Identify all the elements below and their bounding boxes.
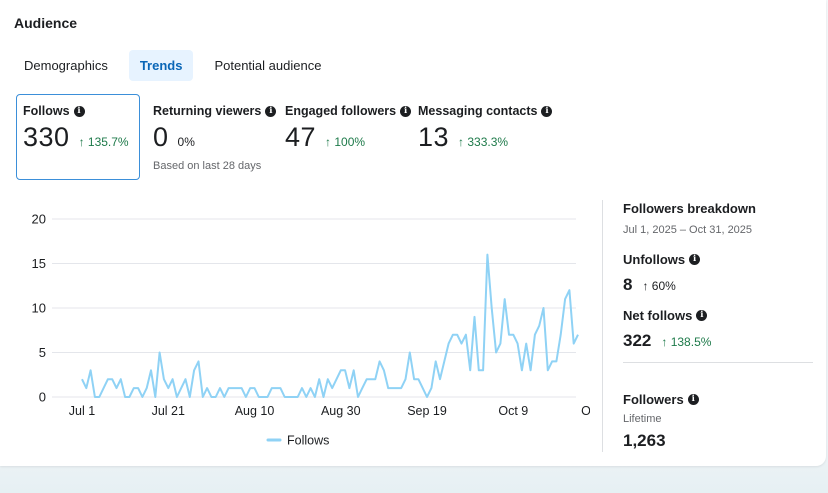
x-tick-label: Aug 10 — [235, 404, 275, 418]
net-follows-value: 322 — [623, 331, 652, 350]
net-follows-label: Net follows — [623, 308, 693, 323]
breakdown-date-range: Jul 1, 2025 – Oct 31, 2025 — [623, 224, 753, 236]
y-tick-label: 0 — [39, 390, 46, 405]
followers-value: 1,263 — [623, 431, 666, 450]
metric-change: ↑ 100% — [325, 135, 366, 149]
series-line-follows — [81, 253, 579, 398]
info-icon[interactable]: i — [400, 105, 412, 117]
x-tick-label: Sep 19 — [407, 404, 447, 418]
metric-label: Returning viewers — [153, 104, 262, 118]
audience-card: Audience Demographics Trends Potential a… — [13, 15, 813, 452]
info-icon[interactable]: i — [687, 394, 699, 405]
section-title: Audience — [14, 15, 78, 31]
metric-returning-viewers[interactable]: Returning viewers i 0 0% Based on last 2… — [153, 104, 277, 172]
metric-follows[interactable]: Follows i 330 ↑ 135.7% — [16, 94, 140, 180]
followers-lifetime-stat: Followers i Lifetime 1,263 — [623, 392, 813, 451]
x-tick-label: Oct 29 — [581, 404, 590, 418]
metric-label: Follows — [23, 104, 70, 118]
unfollows-value: 8 — [623, 275, 633, 294]
tab-demographics[interactable]: Demographics — [24, 58, 108, 73]
metric-engaged-followers[interactable]: Engaged followers i 47 ↑ 100% — [285, 104, 412, 153]
metric-note: Based on last 28 days — [153, 160, 262, 172]
info-icon[interactable]: i — [265, 105, 277, 117]
y-tick-label: 20 — [32, 212, 46, 227]
y-tick-label: 15 — [32, 256, 46, 271]
y-tick-label: 10 — [32, 301, 46, 316]
y-tick-label: 5 — [39, 345, 46, 360]
unfollows-stat: Unfollows i 8 ↑ 60% — [623, 252, 813, 295]
followers-breakdown: Followers breakdown Jul 1, 2025 – Oct 31… — [623, 201, 813, 236]
followers-label: Followers — [623, 392, 684, 407]
info-icon[interactable]: i — [541, 105, 553, 117]
net-follows-stat: Net follows i 322 ↑ 138.5% — [623, 308, 813, 351]
info-icon[interactable]: i — [696, 310, 708, 321]
tab-trends[interactable]: Trends — [128, 50, 194, 81]
tab-potential-audience[interactable]: Potential audience — [214, 58, 322, 73]
metric-value: 0 — [153, 122, 169, 152]
horizontal-divider — [623, 362, 813, 363]
net-follows-change: ↑ 138.5% — [661, 335, 712, 349]
x-tick-label: Aug 30 — [321, 404, 361, 418]
unfollows-label: Unfollows — [623, 252, 686, 267]
metric-change: ↑ 333.3% — [458, 135, 509, 149]
vertical-divider — [602, 200, 603, 452]
info-icon[interactable]: i — [689, 254, 701, 265]
metric-label: Engaged followers — [285, 104, 397, 118]
metric-messaging-contacts[interactable]: Messaging contacts i 13 ↑ 333.3% — [418, 104, 553, 153]
follows-line-chart: 0 5 10 15 20 Jul 1 Jul 21 Aug 10 Aug 30 Sep 19 Oct… — [32, 212, 590, 448]
x-tick-label: Oct 9 — [498, 404, 528, 418]
metric-change: 0% — [177, 135, 195, 149]
breakdown-title: Followers breakdown — [623, 201, 756, 216]
metric-value: 47 — [285, 122, 317, 152]
x-tick-label: Jul 21 — [152, 404, 185, 418]
x-tick-label: Jul 1 — [69, 404, 95, 418]
unfollows-change: ↑ 60% — [642, 279, 676, 293]
metric-value: 13 — [418, 122, 450, 152]
info-icon[interactable]: i — [73, 105, 85, 117]
followers-sub: Lifetime — [623, 413, 662, 425]
tab-bar: Demographics Trends Potential audience — [13, 50, 332, 81]
metric-label: Messaging contacts — [418, 104, 538, 118]
metric-value: 330 — [23, 122, 70, 152]
legend-label: Follows — [287, 434, 329, 448]
metric-change: ↑ 135.7% — [78, 135, 129, 149]
